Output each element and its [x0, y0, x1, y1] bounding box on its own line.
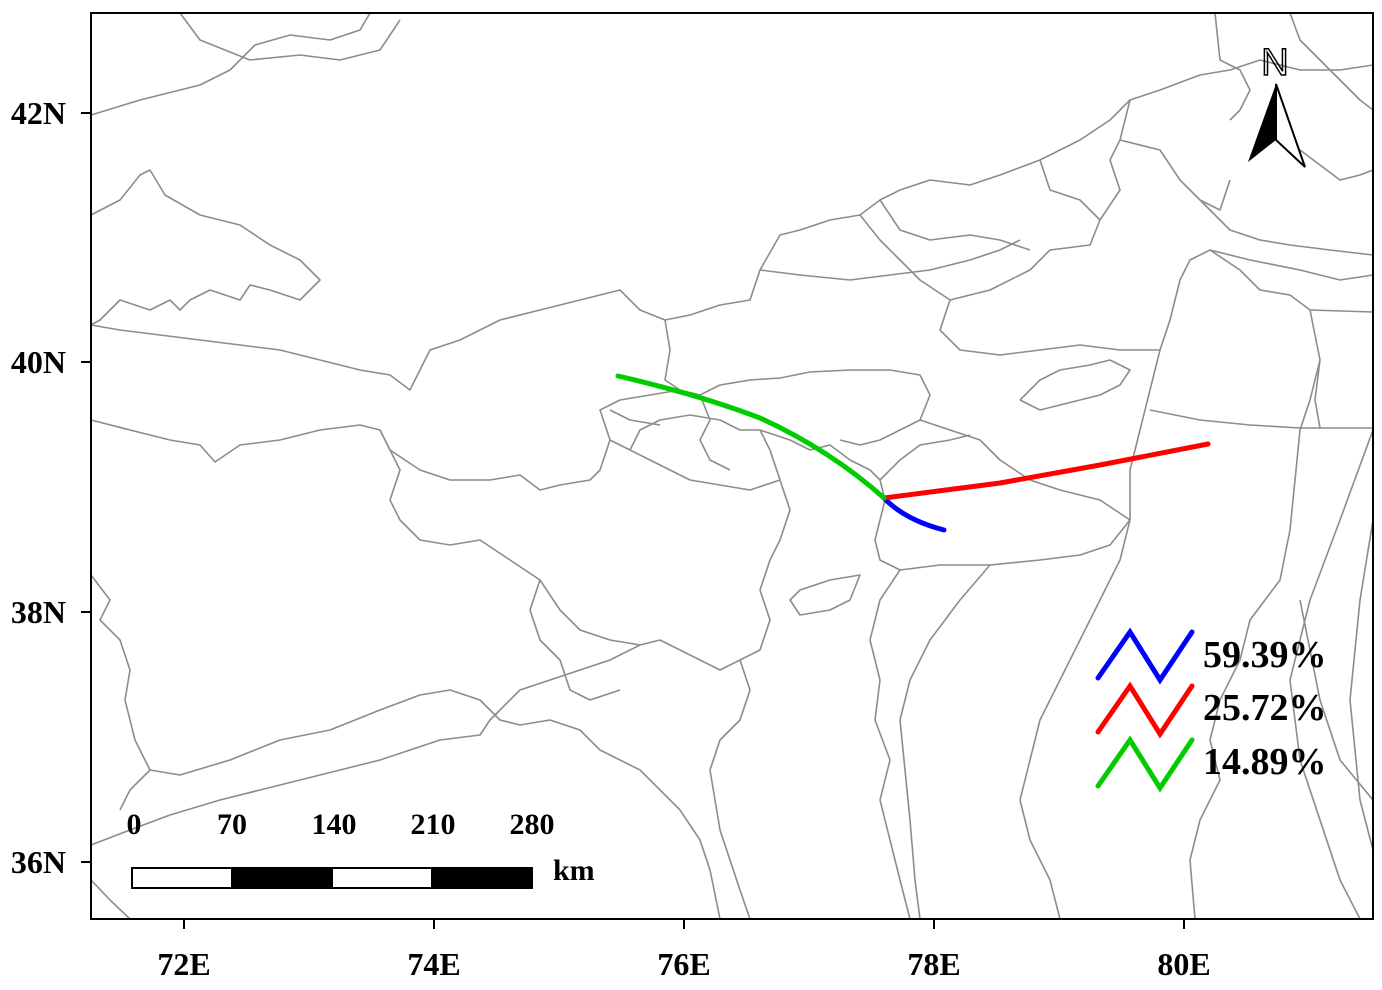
scale-bar: 0 70 140 210 280 km: [127, 808, 595, 889]
trajectory-green: [615, 373, 887, 501]
y-tick-label: 42N: [11, 95, 66, 131]
legend-label: 59.39%: [1203, 634, 1327, 676]
scale-unit: km: [553, 854, 595, 887]
scale-label: 280: [510, 808, 555, 841]
x-tick-label: 72E: [157, 946, 210, 982]
trajectories: [615, 373, 1211, 533]
y-tick-label: 40N: [11, 344, 66, 380]
scale-label: 210: [411, 808, 456, 841]
legend-label: 14.89%: [1203, 741, 1327, 783]
axis-ticks: [81, 112, 1185, 929]
legend: 59.39% 25.72% 14.89%: [1095, 627, 1327, 793]
scale-label: 140: [312, 808, 357, 841]
y-tick-label: 36N: [11, 844, 66, 880]
trajectory-blue: [881, 495, 947, 533]
x-tick-label: 78E: [907, 946, 960, 982]
x-tick-label: 76E: [657, 946, 710, 982]
scale-label: 0: [127, 808, 142, 841]
north-arrow-icon: N: [1248, 41, 1306, 168]
trajectory-red: [881, 441, 1211, 501]
map-border: [90, 12, 1374, 920]
x-tick-label: 74E: [407, 946, 460, 982]
scale-label: 70: [217, 808, 247, 841]
north-arrow-label: N: [1261, 42, 1288, 84]
legend-swatch-green: [1095, 735, 1195, 793]
legend-swatch-red: [1095, 681, 1195, 739]
admin-borders: [90, 12, 1374, 920]
map-frame: [91, 13, 1373, 919]
legend-swatch-blue: [1095, 627, 1195, 685]
y-tick-label: 38N: [11, 594, 66, 630]
x-tick-label: 80E: [1157, 946, 1210, 982]
y-axis-labels: 36N 38N 40N 42N: [11, 95, 66, 880]
x-axis-labels: 72E 74E 76E 78E 80E: [157, 946, 1210, 982]
legend-label: 25.72%: [1203, 687, 1327, 729]
